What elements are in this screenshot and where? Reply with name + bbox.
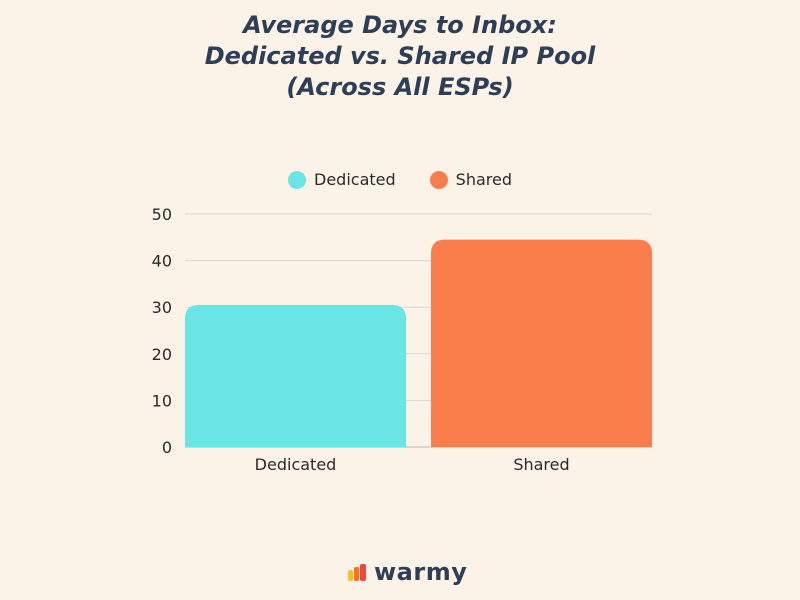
x-tick-label: Shared: [513, 455, 569, 474]
title-line-2: Dedicated vs. Shared IP Pool: [204, 42, 596, 70]
legend-swatch-shared: [429, 170, 448, 189]
warmy-logo-text: warmy: [374, 558, 468, 586]
warmy-logo: warmy: [348, 558, 467, 586]
y-tick-label: 20: [152, 345, 172, 364]
title-line-3: (Across All ESPs): [286, 73, 514, 101]
bar-shared: [431, 239, 652, 447]
legend-label-dedicated: Dedicated: [314, 170, 396, 189]
warmy-logo-icon: [348, 564, 366, 581]
chart-title: Average Days to Inbox: Dedicated vs. Sha…: [0, 10, 800, 103]
title-line-1: Average Days to Inbox:: [243, 11, 557, 39]
legend-label-shared: Shared: [455, 170, 512, 189]
bar-dedicated: [185, 304, 406, 447]
y-tick-label: 30: [152, 298, 172, 317]
y-tick-label: 0: [162, 438, 172, 457]
y-tick-label: 50: [152, 205, 172, 224]
legend-item-dedicated[interactable]: Dedicated: [288, 170, 396, 189]
y-tick-label: 10: [152, 391, 172, 410]
legend: Dedicated Shared: [0, 170, 800, 189]
y-tick-label: 40: [152, 252, 172, 271]
legend-item-shared[interactable]: Shared: [429, 170, 512, 189]
legend-swatch-dedicated: [288, 170, 307, 189]
x-tick-label: Dedicated: [255, 455, 337, 474]
